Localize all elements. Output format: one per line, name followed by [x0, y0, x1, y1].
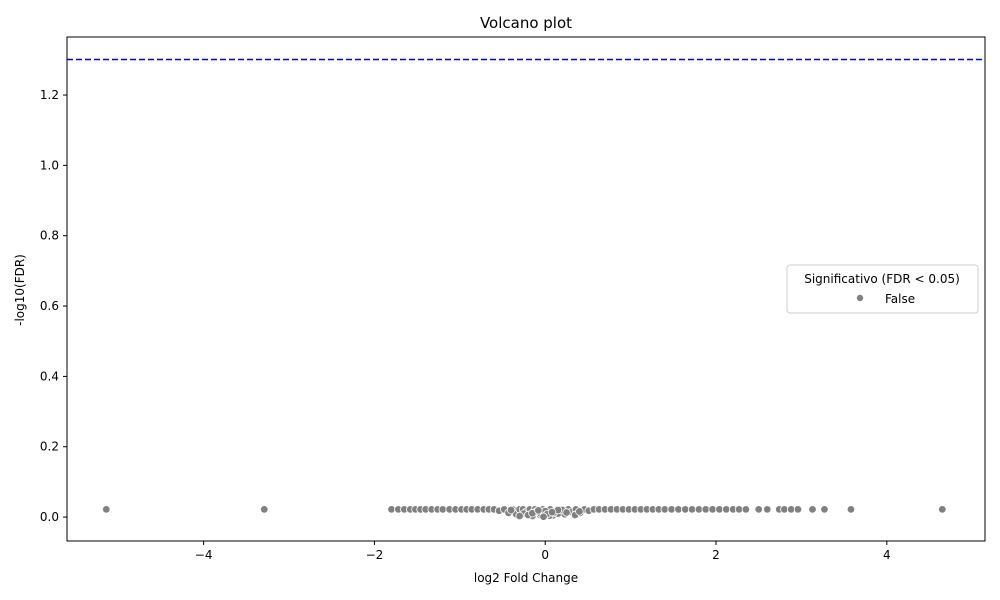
x-tick-label: 0 — [541, 548, 549, 562]
chart-axes: −4 −2 0 2 4 0.0 0.2 0.4 0.6 0.8 1.0 1.2 — [40, 88, 891, 562]
data-point — [515, 511, 524, 521]
y-tick-label: 1.0 — [40, 158, 59, 172]
data-point — [260, 505, 269, 514]
x-axis-label: log2 Fold Change — [474, 571, 578, 585]
scatter-points — [102, 505, 947, 521]
data-point — [793, 505, 803, 514]
x-tick-label: 2 — [712, 548, 720, 562]
data-point — [102, 505, 111, 514]
data-point — [562, 508, 571, 517]
data-point — [846, 505, 856, 514]
y-tick-label: 0.8 — [40, 229, 59, 243]
legend: Significativo (FDR < 0.05) False — [786, 264, 979, 314]
x-tick-label: −4 — [195, 548, 213, 562]
data-point — [808, 505, 817, 514]
data-point — [534, 506, 543, 515]
legend-marker-false — [856, 293, 865, 302]
data-point — [506, 505, 516, 515]
y-tick-label: 0.0 — [40, 510, 59, 524]
chart-title: Volcano plot — [480, 14, 572, 32]
data-point — [763, 505, 772, 514]
data-point — [938, 505, 947, 514]
data-point — [575, 507, 584, 516]
legend-entry-false: False — [885, 292, 915, 306]
data-point — [547, 507, 557, 517]
legend-box — [786, 264, 979, 314]
y-tick-label: 0.4 — [40, 369, 59, 383]
y-tick-label: 1.2 — [40, 88, 59, 102]
data-point — [539, 512, 548, 521]
data-point — [820, 505, 829, 514]
plot-frame — [66, 36, 986, 542]
data-point — [754, 505, 763, 514]
y-tick-label: 0.2 — [40, 440, 59, 454]
y-axis-label: -log10(FDR) — [13, 254, 27, 326]
legend-title: Significativo (FDR < 0.05) — [804, 272, 960, 286]
x-tick-label: −2 — [366, 548, 384, 562]
data-point — [741, 505, 751, 514]
x-tick-label: 4 — [883, 548, 891, 562]
y-tick-label: 0.6 — [40, 299, 59, 313]
